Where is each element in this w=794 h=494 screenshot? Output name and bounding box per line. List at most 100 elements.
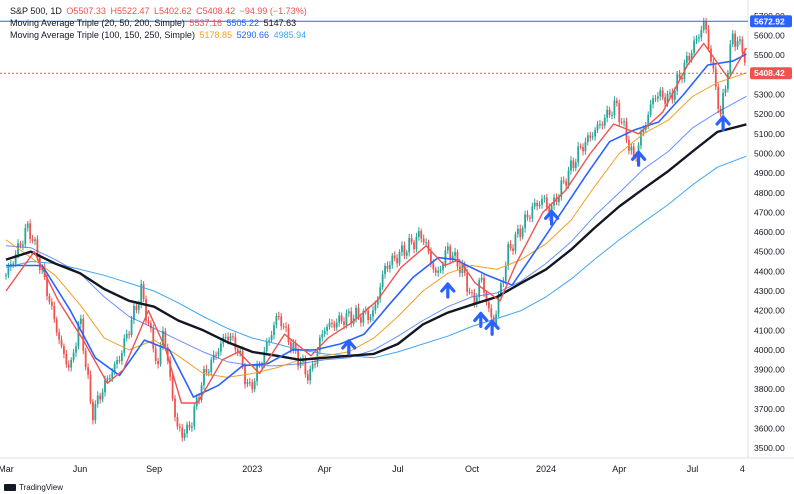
candle-body xyxy=(193,406,196,427)
up-arrow-icon xyxy=(543,209,560,226)
candle-body xyxy=(557,196,560,203)
candle-body xyxy=(94,404,97,421)
candle-body xyxy=(239,350,242,353)
candle-body xyxy=(227,336,230,341)
candle-body xyxy=(152,328,155,349)
candle-body xyxy=(384,265,386,275)
ma250-line xyxy=(5,155,747,359)
candle-body xyxy=(734,33,737,47)
candle-body xyxy=(642,129,645,133)
candle-body xyxy=(425,242,427,244)
candle-body xyxy=(695,38,698,41)
candle-body xyxy=(50,301,53,306)
candle-body xyxy=(608,109,611,116)
candle-body xyxy=(63,346,65,354)
price-tick-label: 4300.00 xyxy=(754,286,785,296)
candle-body xyxy=(640,132,642,146)
candle-body xyxy=(162,330,164,346)
candle-body xyxy=(613,100,616,115)
candle-body xyxy=(681,77,683,80)
candle-body xyxy=(417,230,420,237)
up-arrow-marker xyxy=(473,311,489,328)
candle-body xyxy=(58,332,61,340)
tradingview-label: TradingView xyxy=(19,483,64,492)
candle-body xyxy=(630,146,633,151)
candle-body xyxy=(543,197,546,200)
candle-body xyxy=(118,359,121,361)
candle-body xyxy=(688,55,691,61)
price-tick-label: 3800.00 xyxy=(754,384,785,394)
price-tick-label: 3700.00 xyxy=(754,404,785,414)
candle-body xyxy=(357,307,360,318)
candle-body xyxy=(632,146,635,156)
candle-body xyxy=(164,330,167,348)
candle-body xyxy=(212,354,215,361)
ma200-value: 5147.63 xyxy=(263,18,297,28)
candle-body xyxy=(130,319,133,335)
candle-body xyxy=(601,124,604,126)
time-tick-label: Jul xyxy=(687,464,699,474)
candle-body xyxy=(717,86,720,109)
price-tick-label: 5600.00 xyxy=(754,31,785,41)
candle-body xyxy=(434,269,437,273)
candle-body xyxy=(376,298,379,305)
candle-body xyxy=(514,234,517,251)
candle-body xyxy=(437,270,440,273)
price-tag xyxy=(750,67,792,80)
candle-body xyxy=(420,230,423,239)
candle-body xyxy=(311,363,314,370)
time-tick-label: Apr xyxy=(318,464,332,474)
candle-body xyxy=(722,92,724,115)
candle-body xyxy=(87,367,89,375)
candle-body xyxy=(572,160,575,168)
ma150-value: 5290.66 xyxy=(236,30,270,40)
candle-body xyxy=(142,284,145,300)
candle-body xyxy=(306,374,309,381)
candle-body xyxy=(666,93,669,104)
candle-body xyxy=(526,214,529,218)
candle-body xyxy=(478,280,481,298)
candle-body xyxy=(374,304,377,311)
candle-body xyxy=(323,330,326,335)
candle-body xyxy=(215,354,217,356)
symbol-label: S&P 500, 1D xyxy=(10,6,62,16)
candle-body xyxy=(739,39,741,41)
candle-body xyxy=(591,136,594,138)
ma-triple-legend-2[interactable]: Moving Average Triple (100, 150, 250, Si… xyxy=(10,30,308,40)
candle-body xyxy=(133,305,135,320)
candle-body xyxy=(207,372,210,374)
candle-body xyxy=(268,340,271,342)
candle-body xyxy=(246,382,249,385)
price-tick-label: 5000.00 xyxy=(754,148,785,158)
candle-body xyxy=(743,52,746,63)
candle-body xyxy=(673,90,676,100)
candle-body xyxy=(468,291,471,293)
candle-body xyxy=(594,130,596,137)
candle-body xyxy=(719,108,722,115)
ma-triple-legend-1[interactable]: Moving Average Triple (20, 50, 200, Simp… xyxy=(10,18,298,28)
candle-body xyxy=(690,52,693,61)
candle-body xyxy=(285,326,287,328)
candle-body xyxy=(678,74,681,78)
tradingview-logo[interactable]: TradingView xyxy=(4,483,63,492)
candle-body xyxy=(270,335,273,341)
candle-body xyxy=(712,61,715,69)
candle-body xyxy=(186,424,188,434)
candle-body xyxy=(67,364,70,368)
candle-body xyxy=(261,364,263,366)
candle-body xyxy=(432,263,435,270)
candle-body xyxy=(516,228,519,235)
candle-body xyxy=(490,308,493,318)
candle-body xyxy=(14,254,17,264)
candle-body xyxy=(582,147,584,152)
candle-body xyxy=(60,339,63,347)
price-tick-label: 5200.00 xyxy=(754,109,785,119)
candle-body xyxy=(475,297,478,305)
tradingview-icon xyxy=(4,484,16,491)
candle-body xyxy=(65,353,68,365)
candle-body xyxy=(603,117,606,126)
up-arrow-icon xyxy=(440,282,456,299)
candle-body xyxy=(343,321,345,326)
up-arrow-icon xyxy=(473,311,489,328)
